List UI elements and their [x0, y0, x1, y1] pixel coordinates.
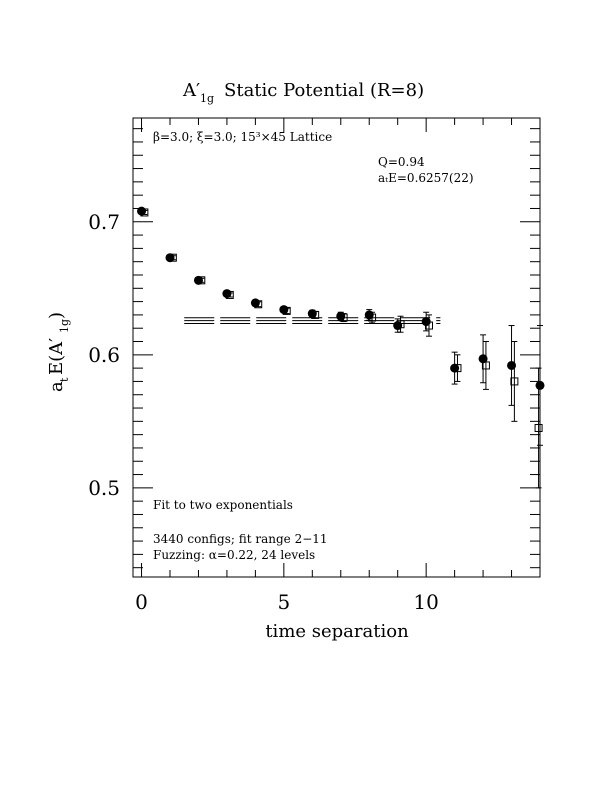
ylabel-t: t: [58, 377, 71, 382]
data-point: [197, 276, 206, 285]
data-point: [396, 320, 405, 329]
y-axis-label: a t E(A′ 1g ): [46, 312, 71, 392]
title-rest: Static Potential (R=8): [224, 80, 424, 101]
data-point: [450, 363, 460, 373]
ylabel-subscript: 1g: [58, 319, 71, 333]
data-point: [168, 253, 177, 262]
annotations: β=3.0; ξ=3.0; 15³×45 Lattice Q=0.94 aₜE=…: [153, 130, 474, 562]
y-tick-label: 0.6: [88, 343, 120, 367]
x-tick-label: 0: [135, 590, 148, 614]
data-point: [282, 306, 291, 315]
data-point: [225, 290, 234, 299]
data-point: [140, 208, 149, 217]
data-point: [254, 300, 263, 309]
data-point: [535, 380, 545, 390]
fuzzing-annotation: Fuzzing: α=0.22, 24 levels: [153, 548, 315, 562]
data-point: [311, 310, 320, 319]
energy-annotation: aₜE=0.6257(22): [378, 171, 474, 185]
data-point: [368, 313, 377, 322]
ylabel-close: ): [46, 312, 67, 319]
x-axis-label: time separation: [265, 621, 409, 642]
title-subscript: 1g: [200, 92, 214, 105]
configs-annotation: 3440 configs; fit range 2−11: [153, 532, 328, 546]
data-point: [510, 377, 519, 386]
y-tick-label: 0.5: [88, 476, 120, 500]
series-1: [137, 206, 545, 446]
title-main: A′: [182, 80, 200, 101]
data-point: [481, 361, 490, 370]
x-tick-label: 5: [277, 590, 290, 614]
data-point: [425, 321, 433, 330]
ylabel-e: E(A′: [46, 338, 67, 375]
data-point: [453, 364, 462, 373]
data-point: [507, 360, 517, 370]
data-point: [478, 354, 488, 364]
x-tick-label: 10: [413, 590, 438, 614]
data-point: [534, 423, 543, 432]
fit-type-annotation: Fit to two exponentials: [153, 498, 293, 512]
y-tick-label: 0.7: [88, 210, 120, 234]
ylabel-a: a: [46, 381, 67, 392]
q-annotation: Q=0.94: [378, 155, 425, 169]
lattice-annotation: β=3.0; ξ=3.0; 15³×45 Lattice: [153, 130, 332, 144]
data-point: [339, 313, 348, 322]
series-2: [140, 208, 543, 489]
chart-title: A′ 1g Static Potential (R=8): [182, 80, 424, 105]
